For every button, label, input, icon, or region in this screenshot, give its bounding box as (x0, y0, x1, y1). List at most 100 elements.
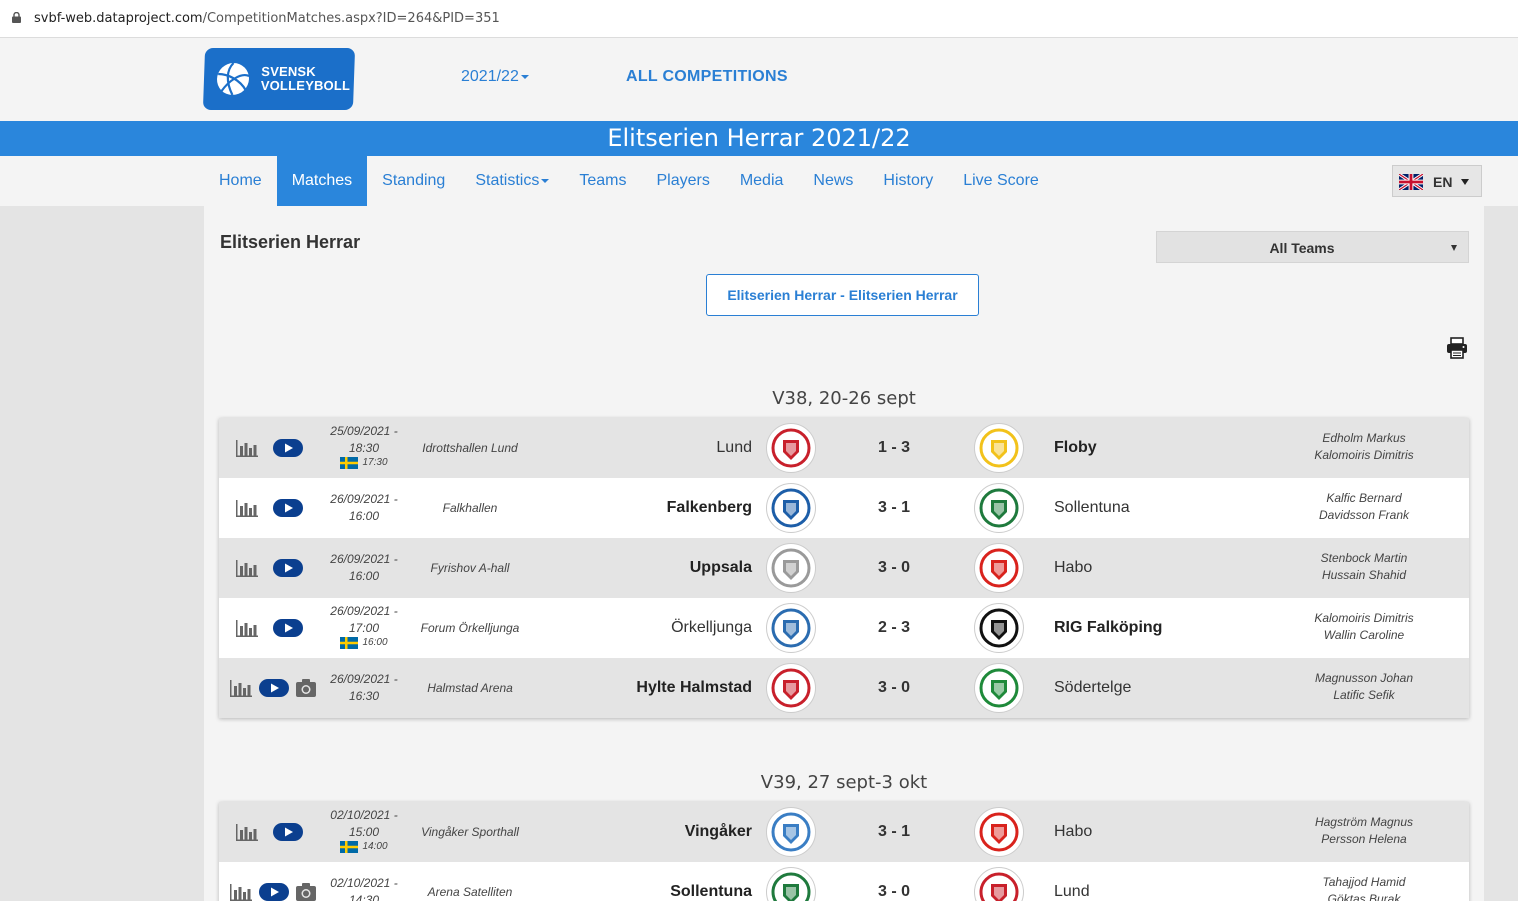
video-play-icon[interactable] (273, 823, 303, 841)
camera-icon[interactable] (296, 679, 316, 697)
match-row[interactable]: 26/09/2021 - 16:30 Halmstad Arena Hylte Hal… (219, 658, 1469, 718)
match-venue: Fyrishov A-hall (430, 561, 510, 575)
away-team-logo[interactable] (974, 543, 1024, 593)
match-datetime: 26/09/2021 - 16:00 (319, 491, 409, 525)
phase-button[interactable]: Elitserien Herrar - Elitserien Herrar (706, 274, 979, 316)
match-date: 26/09/2021 - (330, 492, 398, 506)
logo-line-2: VOLLEYBOLL (260, 78, 351, 93)
video-play-icon[interactable] (273, 619, 303, 637)
nav-item-home[interactable]: Home (204, 156, 277, 206)
season-label: 2021/22 (461, 68, 519, 85)
nav-item-label: Home (219, 172, 262, 189)
away-team-name[interactable]: Södertelge (1054, 679, 1132, 696)
video-play-icon[interactable] (273, 439, 303, 457)
away-team-logo[interactable] (974, 423, 1024, 473)
nav-item-label: Players (656, 172, 710, 189)
away-team-name[interactable]: Lund (1054, 883, 1090, 900)
home-team-name[interactable]: Falkenberg (666, 499, 752, 516)
home-team-logo[interactable] (766, 603, 816, 653)
video-play-icon[interactable] (259, 679, 289, 697)
nav-item-live-score[interactable]: Live Score (948, 156, 1054, 206)
nav-item-players[interactable]: Players (641, 156, 724, 206)
home-team-name[interactable]: Lund (716, 439, 752, 456)
referee-1: Stenbock Martin (1320, 551, 1408, 565)
match-row[interactable]: 26/09/2021 - 17:00 16:00 Forum Örkelljunga Ö… (219, 598, 1469, 658)
match-score[interactable]: 2 - 3 (877, 619, 910, 636)
away-team-logo[interactable] (974, 867, 1024, 901)
home-team-logo[interactable] (766, 807, 816, 857)
nav-item-statistics[interactable]: Statistics (460, 156, 564, 206)
home-team-name[interactable]: Uppsala (689, 559, 752, 576)
home-team-logo[interactable] (766, 483, 816, 533)
home-team-logo[interactable] (766, 423, 816, 473)
match-score[interactable]: 1 - 3 (877, 439, 910, 456)
stats-chart-icon[interactable] (236, 824, 258, 841)
away-team-name[interactable]: Floby (1054, 439, 1097, 456)
match-referees: Stenbock Martin Hussain Shahid (1279, 550, 1449, 584)
match-score[interactable]: 3 - 0 (877, 559, 910, 576)
home-team-logo[interactable] (766, 543, 816, 593)
away-team-name[interactable]: Habo (1054, 559, 1093, 576)
nav-item-news[interactable]: News (798, 156, 868, 206)
local-time: 16:00 (340, 637, 388, 649)
away-team-logo[interactable] (974, 483, 1024, 533)
away-team-name[interactable]: Sollentuna (1054, 499, 1130, 516)
match-referees: Edholm Markus Kalomoiris Dimitris (1279, 430, 1449, 464)
match-row[interactable]: 26/09/2021 - 16:00 Fyrishov A-hall Uppsala 3… (219, 538, 1469, 598)
away-team-name[interactable]: Habo (1054, 823, 1093, 840)
stats-chart-icon[interactable] (236, 440, 258, 457)
match-row[interactable]: 02/10/2021 - 15:00 14:00 Vingåker Sporthall… (219, 802, 1469, 862)
match-date: 26/09/2021 - (330, 672, 398, 686)
all-competitions-link[interactable]: ALL COMPETITIONS (626, 68, 788, 85)
home-team-logo[interactable] (766, 663, 816, 713)
match-time: 17:00 (348, 621, 380, 635)
nav-item-matches[interactable]: Matches (276, 156, 368, 206)
home-team-name[interactable]: Örkelljunga (671, 619, 752, 636)
video-play-icon[interactable] (273, 559, 303, 577)
home-team-name[interactable]: Hylte Halmstad (636, 679, 752, 696)
away-team-logo[interactable] (974, 807, 1024, 857)
language-selector[interactable]: EN (1392, 165, 1482, 197)
nav-item-label: News (813, 172, 854, 189)
home-team-name[interactable]: Sollentuna (670, 883, 752, 900)
match-score[interactable]: 3 - 1 (877, 823, 910, 840)
match-datetime: 02/10/2021 - 14:30 (319, 875, 409, 901)
nav-item-history[interactable]: History (868, 156, 948, 206)
svensk-volleyboll-logo[interactable]: SVENSK VOLLEYBOLL (202, 48, 356, 110)
stats-chart-icon[interactable] (236, 500, 258, 517)
home-team-logo[interactable] (766, 867, 816, 901)
stats-chart-icon[interactable] (236, 560, 258, 577)
match-row[interactable]: 02/10/2021 - 14:30 Arena Satelliten Sollent… (219, 862, 1469, 901)
url-text[interactable]: svbf-web.dataproject.com/CompetitionMatc… (34, 11, 500, 26)
match-score[interactable]: 3 - 1 (877, 499, 910, 516)
browser-address-bar[interactable]: svbf-web.dataproject.com/CompetitionMatc… (0, 0, 1518, 38)
stats-chart-icon[interactable] (230, 884, 252, 901)
match-row[interactable]: 26/09/2021 - 16:00 Falkhallen Falkenberg 3 -… (219, 478, 1469, 538)
stats-chart-icon[interactable] (236, 620, 258, 637)
video-play-icon[interactable] (273, 499, 303, 517)
match-score[interactable]: 3 - 0 (877, 679, 910, 696)
printer-icon[interactable] (1446, 337, 1468, 359)
nav-item-teams[interactable]: Teams (564, 156, 641, 206)
video-play-icon[interactable] (259, 883, 289, 901)
team-filter-select[interactable]: All Teams (1156, 231, 1469, 263)
away-team-logo[interactable] (974, 603, 1024, 653)
local-time: 17:30 (340, 457, 388, 469)
local-time-value: 14:00 (362, 841, 388, 852)
main-navigation: Home Matches Standing Statistics Teams Player… (0, 156, 1518, 206)
sweden-flag-icon (340, 457, 359, 469)
nav-item-media[interactable]: Media (725, 156, 799, 206)
nav-item-standing[interactable]: Standing (367, 156, 460, 206)
season-dropdown[interactable]: 2021/22 (461, 68, 529, 86)
match-date: 26/09/2021 - (330, 552, 398, 566)
camera-icon[interactable] (296, 883, 316, 901)
stats-chart-icon[interactable] (230, 680, 252, 697)
match-score[interactable]: 3 - 0 (877, 883, 910, 900)
match-row[interactable]: 25/09/2021 - 18:30 17:30 Idrottshallen Lund… (219, 418, 1469, 478)
away-team-logo[interactable] (974, 663, 1024, 713)
local-time-value: 16:00 (362, 637, 388, 648)
match-date: 02/10/2021 - (330, 876, 398, 890)
referee-2: Latific Sefik (1333, 688, 1395, 702)
home-team-name[interactable]: Vingåker (684, 823, 752, 840)
away-team-name[interactable]: RIG Falköping (1054, 619, 1163, 636)
